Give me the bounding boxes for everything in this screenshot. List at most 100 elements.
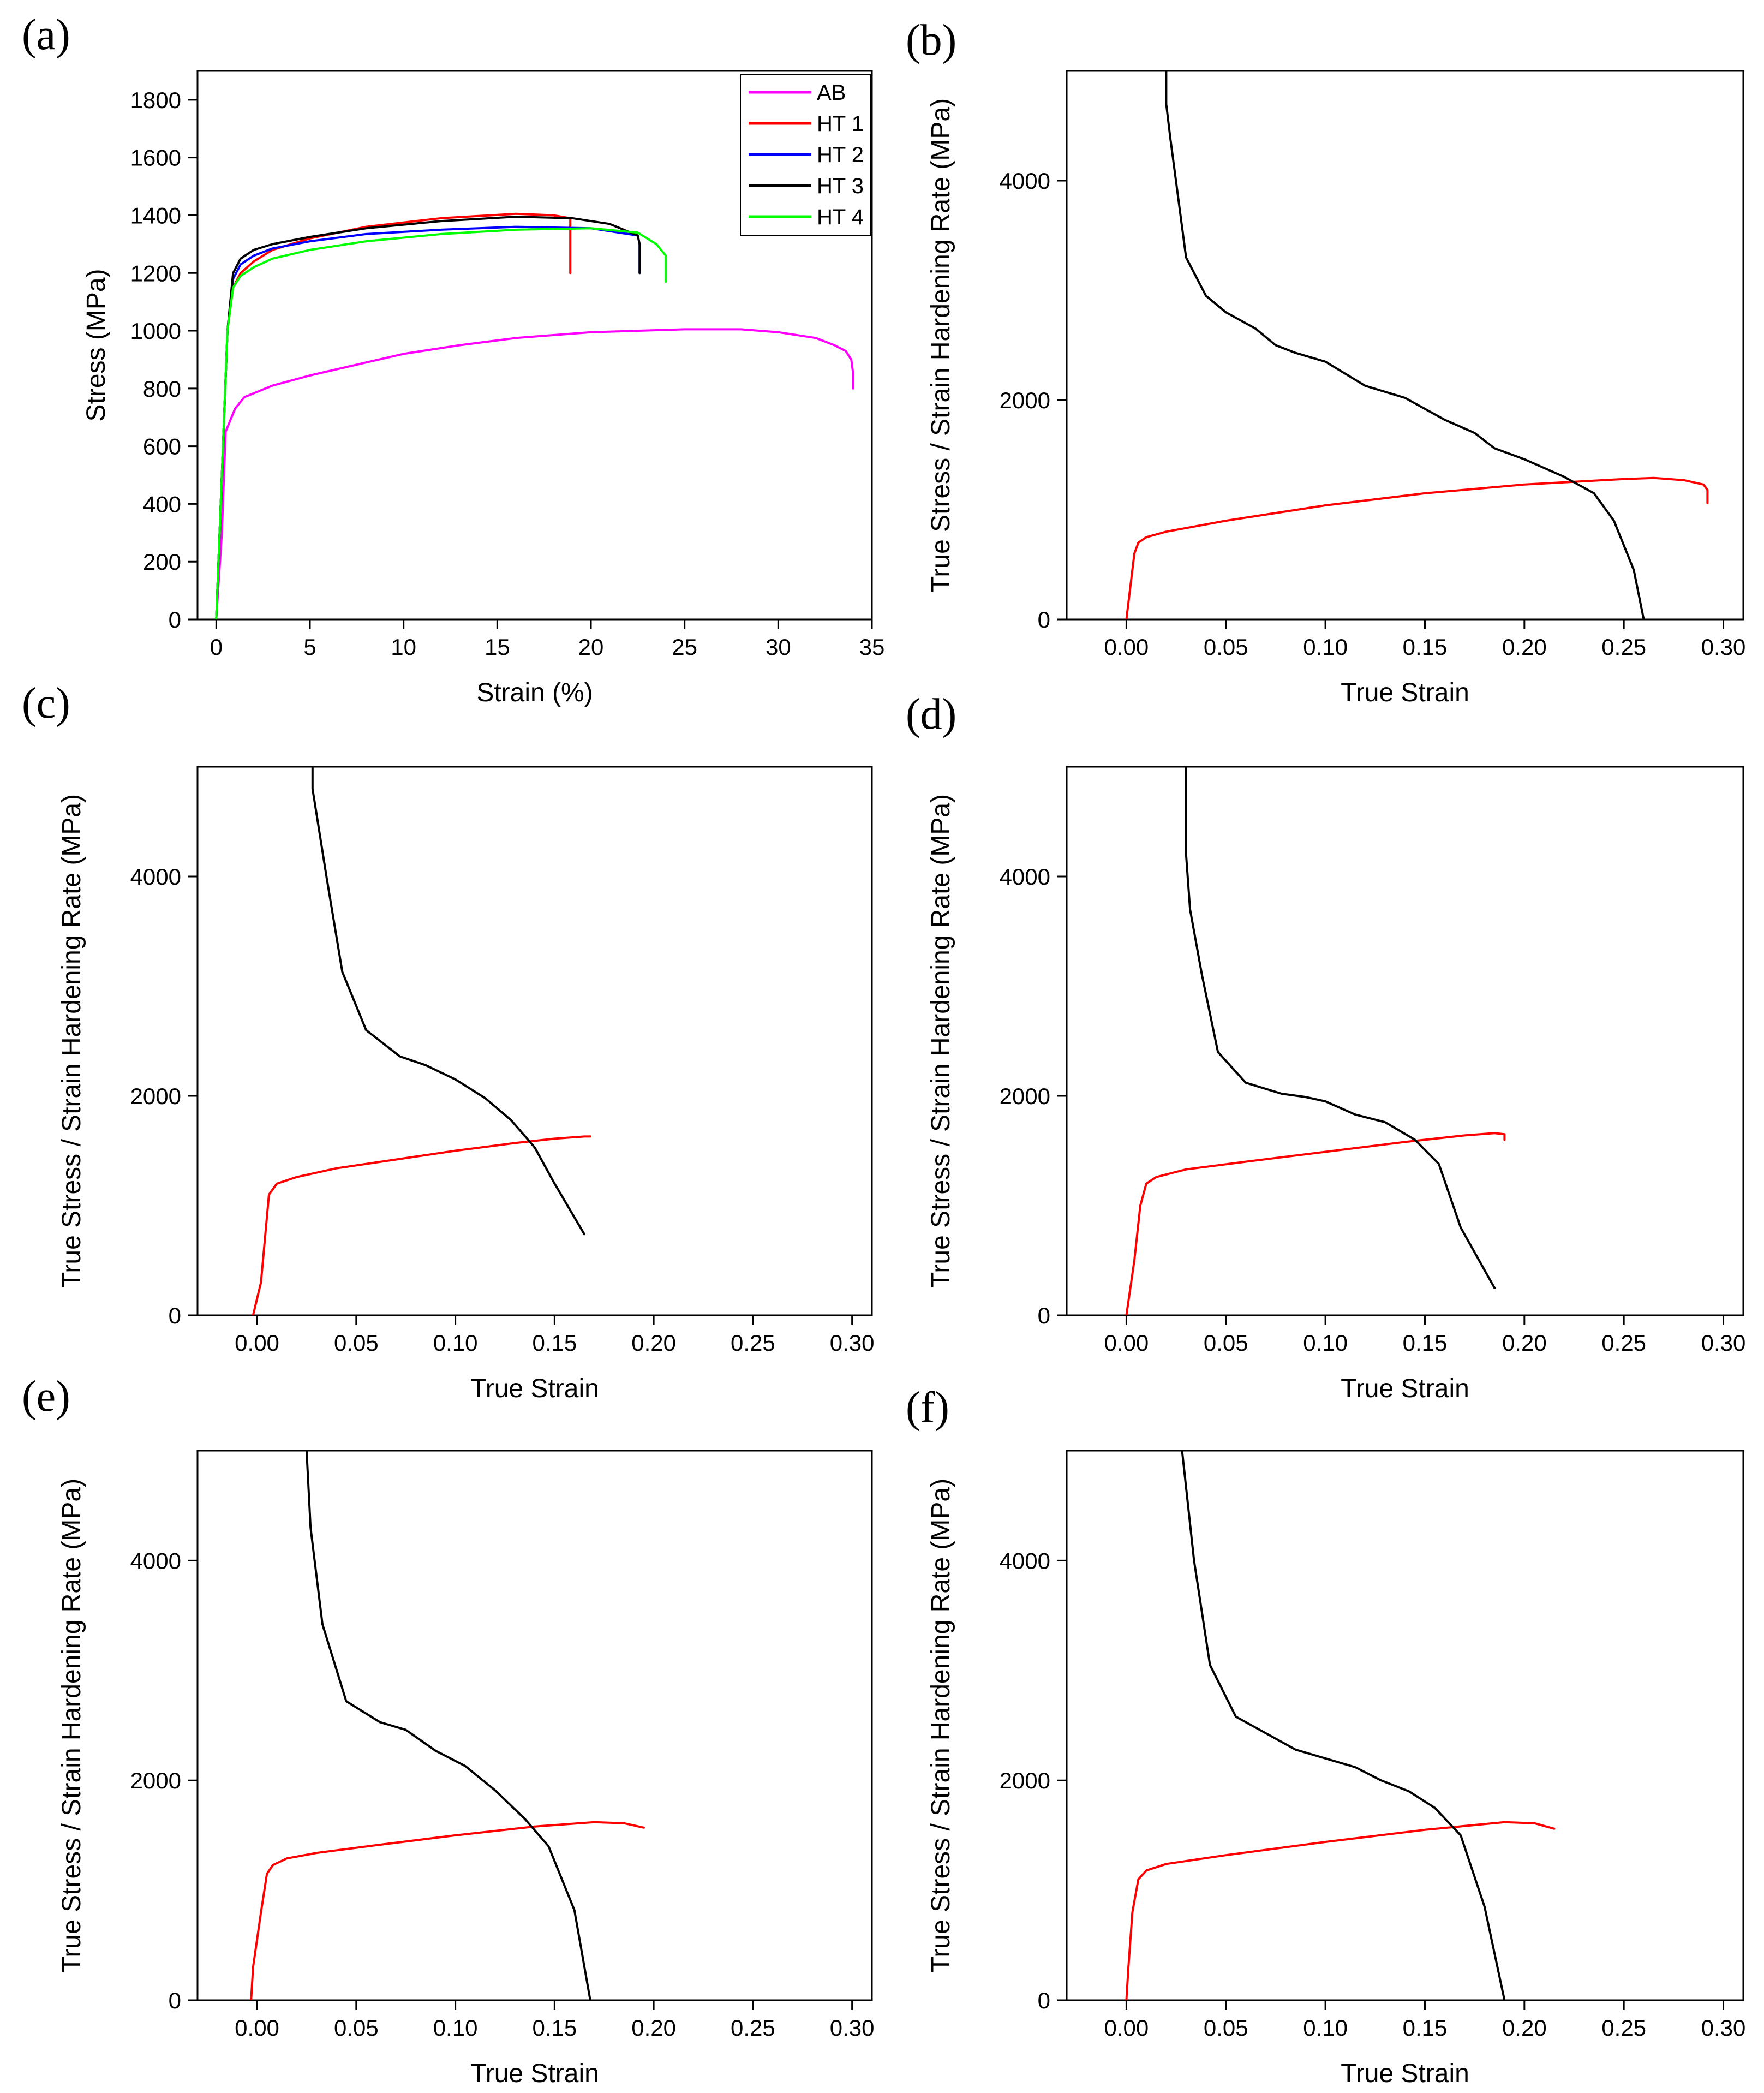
series-line-ht-2: [215, 225, 641, 619]
y-tick-label: 2000: [1000, 1083, 1050, 1109]
x-tick-label: 0.25: [1601, 2015, 1646, 2041]
y-tick-label: 0: [1038, 1988, 1050, 2013]
series-line-ht-4: [215, 227, 667, 619]
y-tick-label: 1800: [130, 87, 181, 113]
x-tick-label: 0.05: [1204, 634, 1248, 660]
series-line-strain-hardening-rate: [1165, 71, 1645, 619]
plot-frame: [1066, 766, 1744, 1316]
x-tick-label: 0.05: [334, 1330, 379, 1356]
chart-panel-2: (b) 0.00 0.05 0.10 0.15 0.20 0.25 0.30 0 2000 4000…: [906, 16, 1745, 707]
legend-label: AB: [817, 81, 846, 105]
x-tick-label: 0.10: [1303, 634, 1348, 660]
x-tick-label: 0.05: [1204, 2015, 1248, 2041]
y-tick-label: 800: [143, 376, 181, 402]
chart-panel-1: (a) 0 5 10 15 20 25 30 35 0 200 400 600 800 1000 1200 14…: [22, 11, 884, 707]
y-tick-label: 2000: [130, 1768, 181, 1793]
series-line-strain-hardening-rate: [1185, 767, 1496, 1289]
y-tick-label: 2000: [1000, 387, 1050, 413]
x-tick-label: 0.00: [1104, 634, 1149, 660]
x-tick-label: 0.00: [1104, 1330, 1149, 1356]
series-line-strain-hardening-rate: [305, 1451, 591, 2000]
x-tick-label: 0.00: [235, 2015, 279, 2041]
series-line-true-stress: [252, 1135, 591, 1315]
x-tick-label: 0.30: [1701, 634, 1746, 660]
x-tick-label: 0.10: [433, 1330, 478, 1356]
y-axis-title: Stress (MPa): [82, 269, 111, 421]
x-tick-label: 0.20: [631, 2015, 676, 2041]
x-axis-title: True Strain: [1341, 2059, 1469, 2088]
plot-frame: [196, 1450, 873, 2001]
y-tick-label: 2000: [1000, 1768, 1050, 1793]
plot-frame: [196, 70, 873, 621]
x-tick-label: 0.20: [631, 1330, 676, 1356]
x-tick-label: 0.10: [1303, 1330, 1348, 1356]
x-tick-label: 0.20: [1502, 1330, 1547, 1356]
y-tick-label: 200: [143, 549, 181, 575]
series-line-ht-3: [215, 216, 641, 619]
x-tick-label: 30: [766, 634, 791, 660]
x-tick-label: 0.30: [1701, 2015, 1746, 2041]
x-tick-label: 0.30: [1701, 1330, 1746, 1356]
y-tick-label: 4000: [130, 864, 181, 890]
x-tick-label: 0.20: [1502, 634, 1547, 660]
x-tick-label: 0.20: [1502, 2015, 1547, 2041]
plot-frame: [196, 766, 873, 1316]
y-tick-label: 2000: [130, 1083, 181, 1109]
panel-label: (d): [906, 690, 956, 738]
chart-panel-4: (d) 0.00 0.05 0.10 0.15 0.20 0.25 0.30 0 2000 4000…: [906, 690, 1745, 1403]
y-tick-label: 600: [143, 434, 181, 460]
x-tick-label: 0.10: [1303, 2015, 1348, 2041]
series-line-true-stress: [250, 1821, 645, 2000]
chart-panel-6: (f) 0.00 0.05 0.10 0.15 0.20 0.25 0.30 0 2000 4000…: [906, 1384, 1745, 2088]
panel-label: (c): [22, 679, 70, 728]
x-axis-title: True Strain: [1341, 678, 1469, 707]
series-line-true-stress: [1125, 1821, 1556, 2000]
x-tick-label: 0.15: [532, 2015, 577, 2041]
x-tick-label: 25: [672, 634, 697, 660]
y-tick-label: 4000: [1000, 1548, 1050, 1573]
x-axis-title: True Strain: [470, 2059, 599, 2088]
legend-label: HT 4: [817, 205, 864, 229]
x-tick-label: 0.25: [1601, 634, 1646, 660]
plot-frame: [1066, 1450, 1744, 2001]
y-tick-label: 4000: [1000, 864, 1050, 890]
panel-label: (f): [906, 1384, 949, 1432]
y-tick-label: 4000: [130, 1548, 181, 1573]
y-axis-title: True Stress / Strain Hardening Rate (MPa…: [926, 98, 955, 592]
y-tick-label: 1000: [130, 318, 181, 344]
x-tick-label: 20: [578, 634, 604, 660]
x-tick-label: 0.05: [334, 2015, 379, 2041]
series-line-strain-hardening-rate: [1181, 1451, 1506, 2000]
chart-panel-3: (c) 0.00 0.05 0.10 0.15 0.20 0.25 0.30 0 2000 4000…: [22, 679, 875, 1403]
y-tick-label: 1200: [130, 260, 181, 286]
x-tick-label: 0.30: [830, 1330, 875, 1356]
x-tick-label: 15: [485, 634, 510, 660]
x-tick-label: 0.10: [433, 2015, 478, 2041]
y-tick-label: 0: [169, 1303, 181, 1328]
x-tick-label: 0: [210, 634, 223, 660]
y-tick-label: 1400: [130, 202, 181, 228]
x-tick-label: 0.25: [731, 2015, 775, 2041]
y-axis-title: True Stress / Strain Hardening Rate (MPa…: [57, 794, 86, 1288]
x-tick-label: 0.15: [532, 1330, 577, 1356]
series-line-strain-hardening-rate: [311, 767, 585, 1236]
x-tick-label: 10: [391, 634, 416, 660]
x-tick-label: 0.00: [235, 1330, 279, 1356]
x-tick-label: 0.25: [731, 1330, 775, 1356]
y-tick-label: 0: [1038, 1303, 1050, 1328]
x-tick-label: 0.15: [1403, 634, 1448, 660]
panel-label: (b): [906, 16, 956, 64]
y-axis-title: True Stress / Strain Hardening Rate (MPa…: [57, 1478, 86, 1972]
chart-panel-5: (e) 0.00 0.05 0.10 0.15 0.20 0.25 0.30 0 2000 4000…: [22, 1373, 875, 2088]
panel-label: (e): [22, 1373, 70, 1421]
panel-label: (a): [22, 11, 70, 59]
x-axis-title: Strain (%): [476, 678, 593, 707]
y-tick-label: 400: [143, 491, 181, 517]
x-tick-label: 0.15: [1403, 1330, 1448, 1356]
series-line-ht-1: [215, 212, 572, 619]
legend-label: HT 1: [817, 112, 864, 136]
legend-label: HT 2: [817, 143, 864, 167]
x-tick-label: 0.15: [1403, 2015, 1448, 2041]
series-line-true-stress: [1125, 1132, 1506, 1315]
